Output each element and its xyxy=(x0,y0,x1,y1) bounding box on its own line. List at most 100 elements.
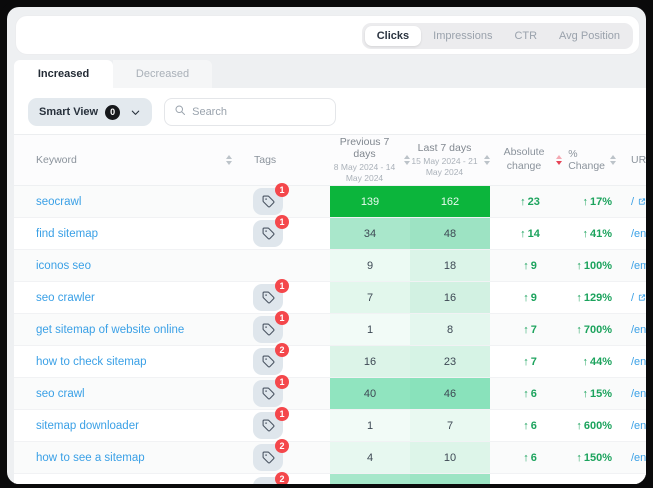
url-link[interactable]: / xyxy=(631,292,634,304)
up-arrow-icon: ↑ xyxy=(523,292,529,304)
last-clicks-cell: 7 xyxy=(410,410,490,441)
search-box xyxy=(164,98,336,126)
keyword-link[interactable]: seo crawler xyxy=(36,292,95,304)
url-link[interactable]: /en/ xyxy=(631,420,646,432)
content-panel: Smart View 0 Keyword Tags xyxy=(14,88,646,484)
tag-button[interactable]: 1 xyxy=(253,220,283,247)
tag-button[interactable]: 1 xyxy=(253,188,283,215)
table-row: how to check sitemap 2 16 23 ↑7 ↑44% /en… xyxy=(14,346,646,378)
keyword-link[interactable]: how to check sitemap xyxy=(36,356,147,368)
url-link[interactable]: /em/ xyxy=(631,260,646,272)
up-arrow-icon: ↑ xyxy=(523,452,529,464)
tag-count-badge: 1 xyxy=(275,375,289,389)
tag-button[interactable]: 1 xyxy=(253,380,283,407)
table-row: sitemap downloader 1 1 7 ↑6 ↑600% /en/ xyxy=(14,410,646,442)
tag-icon xyxy=(262,451,275,464)
url-link[interactable]: /en/ xyxy=(631,228,646,240)
keyword-link[interactable]: sitemap downloader xyxy=(36,420,139,432)
keyword-link[interactable]: seocrawl xyxy=(36,196,81,208)
previous-clicks-cell: 34 xyxy=(330,218,410,249)
tab-increased[interactable]: Increased xyxy=(14,60,113,88)
tag-button[interactable]: 1 xyxy=(253,412,283,439)
up-arrow-icon: ↑ xyxy=(576,324,582,336)
smart-view-count-badge: 0 xyxy=(105,105,120,120)
external-link-icon[interactable] xyxy=(638,292,646,303)
percent-change-cell: ↑129% xyxy=(570,282,626,313)
direction-tabs: Increased Decreased xyxy=(14,60,646,88)
keyword-link[interactable]: find sitemap xyxy=(36,228,98,240)
tag-button[interactable]: 2 xyxy=(253,444,283,471)
tag-icon xyxy=(262,484,275,485)
keyword-link[interactable]: seo crawl xyxy=(36,388,85,400)
search-icon xyxy=(174,103,186,121)
tag-icon xyxy=(262,323,275,336)
previous-clicks-cell: 9 xyxy=(330,250,410,281)
sort-absolute-active[interactable] xyxy=(556,155,562,165)
url-link[interactable]: /en/ xyxy=(631,452,646,464)
previous-clicks-cell: 4 xyxy=(330,442,410,473)
col-keyword-label: Keyword xyxy=(36,154,77,166)
url-link[interactable]: /en/ xyxy=(631,324,646,336)
tag-button[interactable]: 1 xyxy=(253,316,283,343)
col-last-range: 15 May 2024 - 21 May 2024 xyxy=(410,156,479,177)
url-link[interactable]: /en/ xyxy=(631,388,646,400)
up-arrow-icon: ↑ xyxy=(523,324,529,336)
previous-clicks-cell: 1 xyxy=(330,410,410,441)
table-row: iconos seo 9 18 ↑9 ↑100% /em/ xyxy=(14,250,646,282)
url-link[interactable]: /en/ xyxy=(631,356,646,368)
sort-percent[interactable] xyxy=(610,155,616,165)
smart-view-dropdown[interactable]: Smart View 0 xyxy=(28,98,152,126)
tag-icon xyxy=(262,419,275,432)
absolute-change-cell: ↑6 xyxy=(490,410,570,441)
last-clicks-cell: 8 xyxy=(410,314,490,345)
up-arrow-icon: ↑ xyxy=(520,196,526,208)
previous-clicks-cell: 7 xyxy=(330,282,410,313)
last-clicks-cell: 23 xyxy=(410,346,490,377)
tag-button[interactable]: 2 xyxy=(253,348,283,375)
external-link-icon[interactable] xyxy=(638,196,646,207)
previous-clicks-cell: 16 xyxy=(330,346,410,377)
url-link[interactable]: / xyxy=(631,196,634,208)
col-previous-label: Previous 7 days xyxy=(330,136,399,160)
tag-count-badge: 1 xyxy=(275,183,289,197)
previous-clicks-cell: 40 xyxy=(330,378,410,409)
table-row: seo crawl 1 40 46 ↑6 ↑15% /en/ xyxy=(14,378,646,410)
table-row: get sitemap of website online 1 1 8 ↑7 ↑… xyxy=(14,314,646,346)
up-arrow-icon: ↑ xyxy=(576,292,582,304)
percent-change-cell: ↑600% xyxy=(570,410,626,441)
absolute-change-cell: ↑23 xyxy=(490,186,570,217)
top-toolbar: Clicks Impressions CTR Avg Position xyxy=(15,15,640,55)
up-arrow-icon: ↑ xyxy=(523,260,529,272)
search-input[interactable] xyxy=(192,106,326,118)
previous-clicks-cell: 139 xyxy=(330,186,410,217)
up-arrow-icon: ↑ xyxy=(576,452,582,464)
app-card: Clicks Impressions CTR Avg Position Incr… xyxy=(7,7,646,484)
tag-icon xyxy=(262,227,275,240)
sort-keyword[interactable] xyxy=(226,155,232,165)
previous-clicks-cell xyxy=(330,474,410,484)
absolute-change-cell: ↑6 xyxy=(490,442,570,473)
tag-button[interactable]: 2 xyxy=(253,477,283,485)
table-row-partial: 2 xyxy=(14,474,646,484)
keyword-link[interactable]: how to see a sitemap xyxy=(36,452,145,464)
tag-icon xyxy=(262,355,275,368)
percent-change-cell: ↑44% xyxy=(570,346,626,377)
col-percent-label: % Change xyxy=(568,148,605,172)
tag-button[interactable]: 1 xyxy=(253,284,283,311)
tag-count-badge: 2 xyxy=(275,343,289,357)
tab-decreased[interactable]: Decreased xyxy=(113,60,212,88)
absolute-change-cell: ↑9 xyxy=(490,250,570,281)
up-arrow-icon: ↑ xyxy=(523,388,529,400)
last-clicks-cell: 46 xyxy=(410,378,490,409)
metric-tab-ctr[interactable]: CTR xyxy=(504,26,547,46)
up-arrow-icon: ↑ xyxy=(523,420,529,432)
up-arrow-icon: ↑ xyxy=(576,260,582,272)
keyword-link[interactable]: iconos seo xyxy=(36,260,91,272)
keyword-link[interactable]: get sitemap of website online xyxy=(36,324,184,336)
metric-tab-clicks[interactable]: Clicks xyxy=(365,26,421,46)
up-arrow-icon: ↑ xyxy=(582,228,588,240)
metric-tab-avg-position[interactable]: Avg Position xyxy=(549,26,630,46)
percent-change-cell: ↑15% xyxy=(570,378,626,409)
absolute-change-cell: ↑7 xyxy=(490,346,570,377)
metric-tab-impressions[interactable]: Impressions xyxy=(423,26,502,46)
